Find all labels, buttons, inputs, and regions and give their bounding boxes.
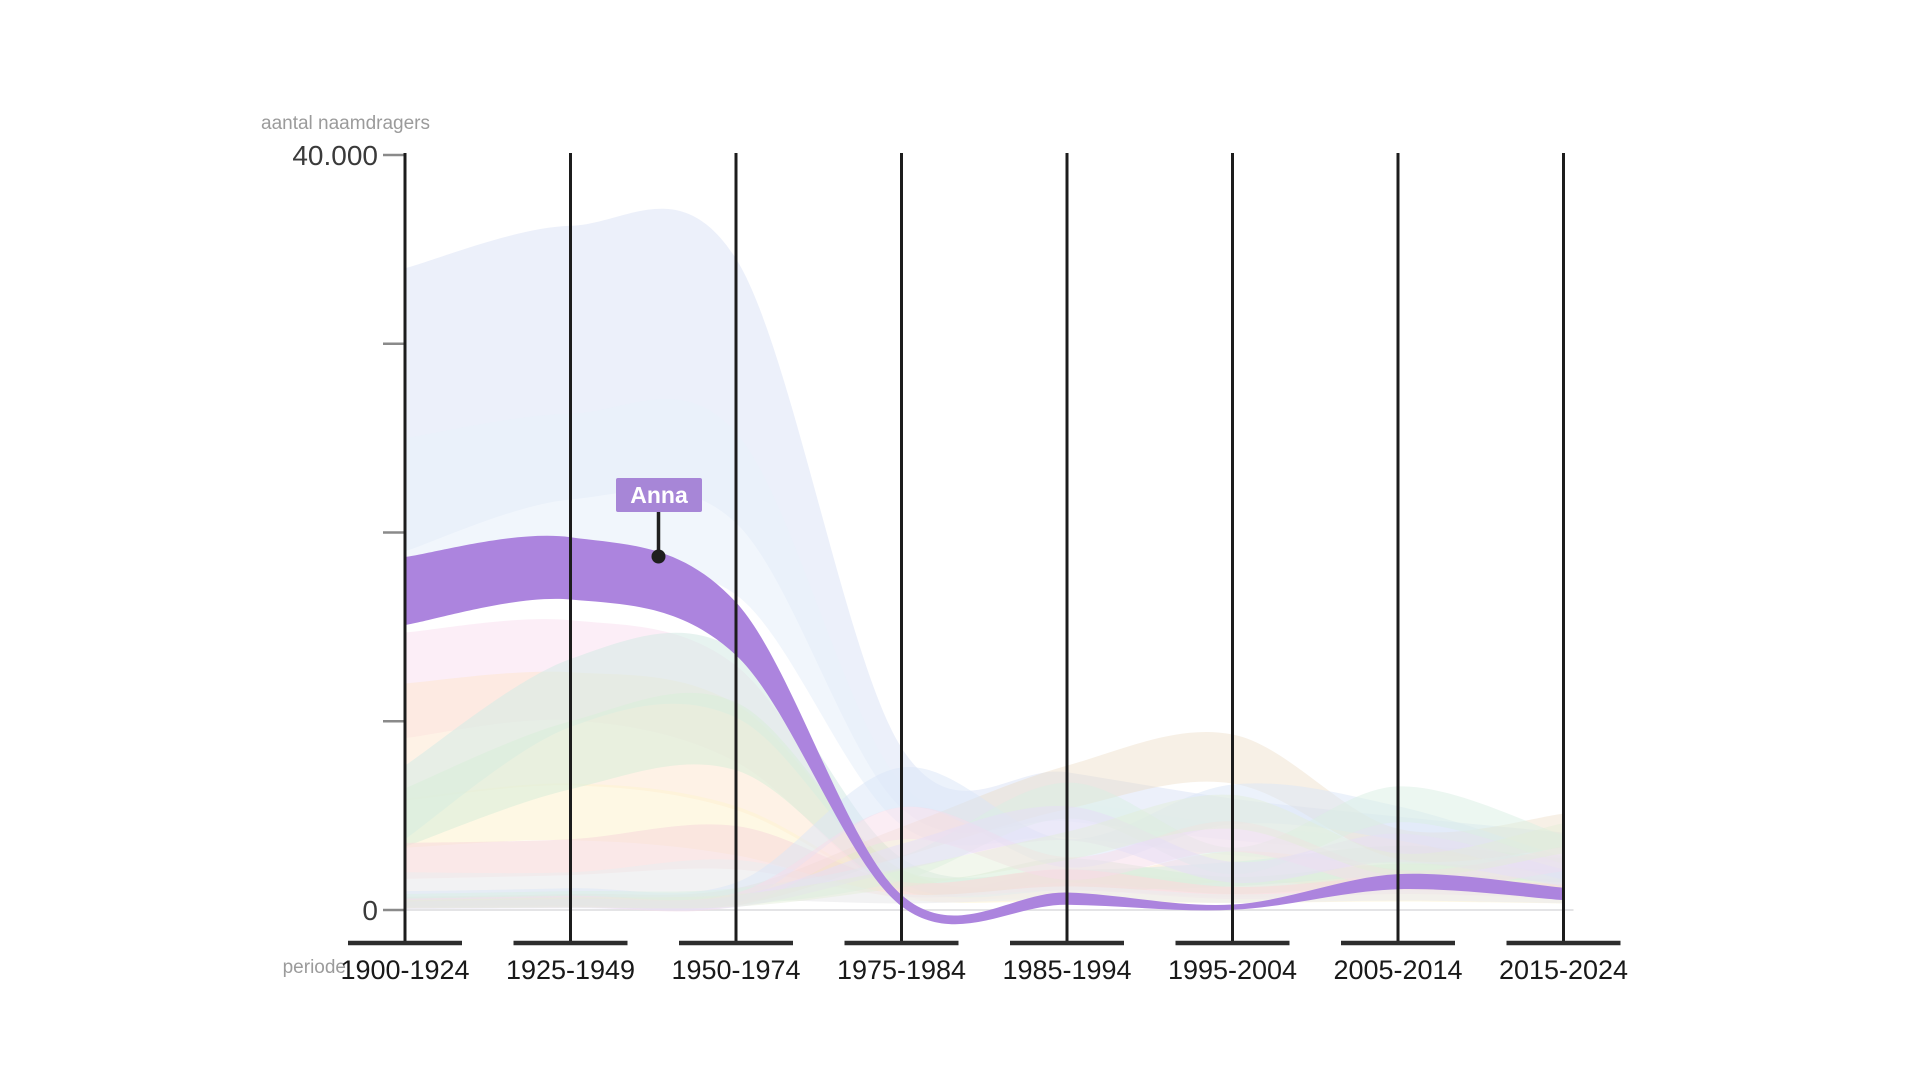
x-axis-label-2005-2014: 2005-2014 [1333,955,1463,985]
highlight-callout-dot [651,549,666,564]
ribbon-sky-blue[interactable] [405,767,1564,912]
ribbon-rose-2[interactable] [405,806,1564,912]
ribbon-highlight-anna[interactable] [405,535,1564,925]
x-axis-label-1900-1924: 1900-1924 [340,955,470,985]
x-axis-label-1925-1949: 1925-1949 [505,955,636,985]
y-axis-title: aantal naamdragers [261,113,430,134]
ribbon-yellow[interactable] [405,783,1564,904]
y-axis-max-label: 40.000 [292,140,378,171]
highlight-name-badge[interactable]: Anna [616,478,702,512]
ribbon-green[interactable] [405,692,1564,897]
x-axis-label-2015-2024: 2015-2024 [1498,955,1629,985]
x-axis-label-1985-1994: 1985-1994 [1002,955,1132,985]
y-axis-zero-label: 0 [362,895,378,926]
ribbon-blue-light[interactable] [405,398,1564,874]
x-axis-label-1975-1984: 1975-1984 [836,955,967,985]
ribbon-sage[interactable] [405,794,1564,909]
ribbon-blue-big[interactable] [405,208,1564,863]
x-axis-label-1950-1974: 1950-1974 [671,955,801,985]
ribbon-lilac[interactable] [405,805,1564,911]
x-axis-label-1995-2004: 1995-2004 [1167,955,1298,985]
ribbon-mint[interactable] [405,782,1564,908]
x-axis-title: periode [282,957,346,978]
ribbon-rose-red[interactable] [405,824,1564,900]
